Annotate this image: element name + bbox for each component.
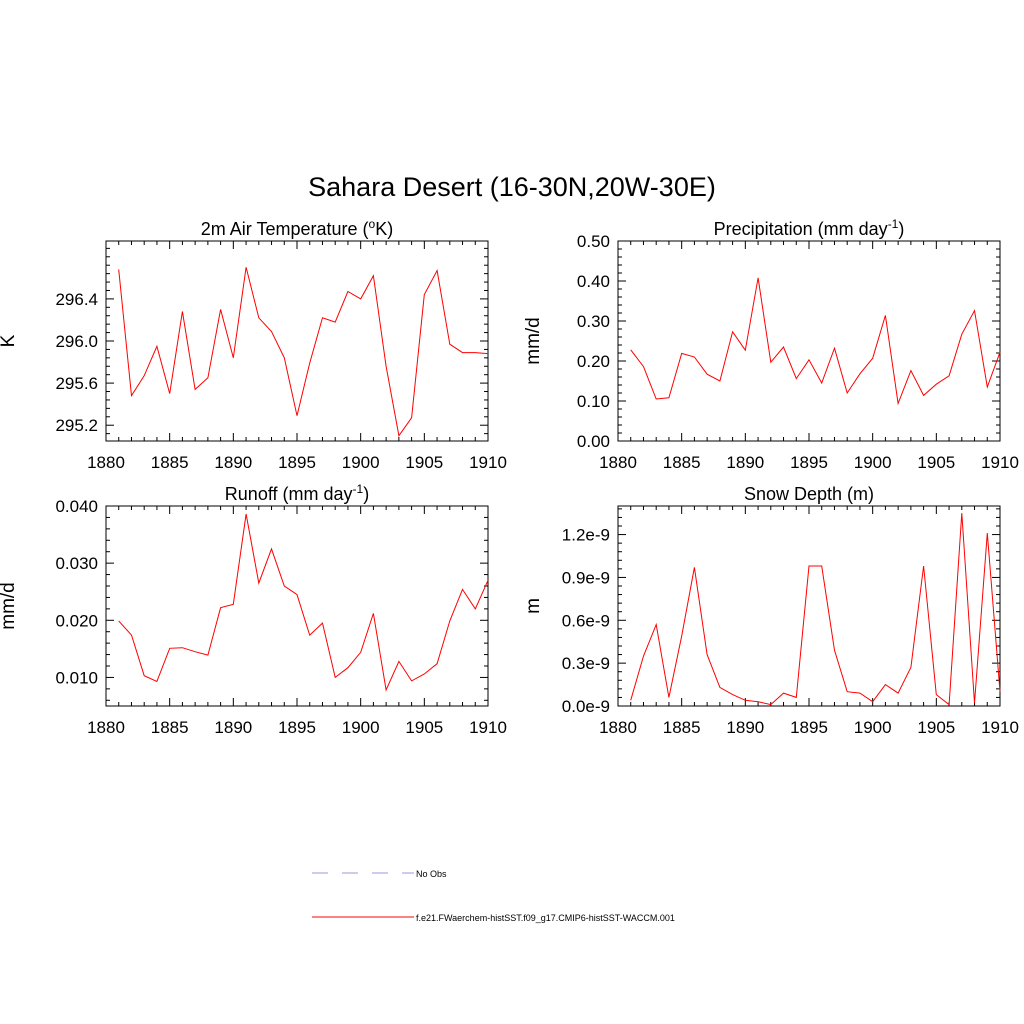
legend-label-no-obs: No Obs [416,869,447,879]
y-tick-label: 0.20 [577,352,610,371]
x-tick-label: 1885 [151,453,189,472]
panel-title-suffix: K) [375,219,393,239]
x-tick-label: 1890 [726,453,764,472]
panel-title: 2m Air Temperature (oK) [201,217,393,239]
panel-runoff: 1880 1885 1890 1895 1900 1905 1910 0.010 0.020 0.… [0,482,507,737]
y-tick-label: 0.0e-9 [562,697,610,716]
x-tick-label: 1895 [278,453,316,472]
x-tick-label: 1905 [917,453,955,472]
plot-frame [617,505,1001,707]
series-line [630,513,1001,706]
x-tick-label: 1880 [599,718,637,737]
plot-frame [105,505,489,707]
plot-frame [105,240,489,442]
x-tick-label: 1905 [405,718,443,737]
x-tick-label: 1895 [278,718,316,737]
y-tick-label: 296.0 [55,332,98,351]
x-tick-label: 1900 [854,453,892,472]
x-tick-label: 1895 [790,453,828,472]
y-tick-label: 0.10 [577,392,610,411]
y-axis-label: mm/d [523,317,544,365]
panel-title-superscript: -1 [888,217,899,231]
legend-label-model: f.e21.FWaerchem-histSST.f09_g17.CMIP6-hi… [416,913,675,923]
x-tick-label: 1885 [663,453,701,472]
y-tick-label: 0.020 [55,611,98,630]
x-tick-label: 1910 [981,718,1019,737]
series-line [630,277,1001,406]
panel-precipitation: 1880 1885 1890 1895 1900 1905 1910 0.00 0.10 0.20… [523,217,1019,472]
y-tick-label: 0.50 [577,232,610,251]
panel-snow-depth: 1880 1885 1890 1895 1900 1905 1910 0.0e-9 0.3e-9… [523,484,1019,737]
x-tick-label: 1910 [981,453,1019,472]
y-tick-label: 1.2e-9 [562,526,610,545]
x-tick-label: 1885 [151,718,189,737]
y-tick-label: 0.030 [55,554,98,573]
y-tick-label: 296.4 [55,290,98,309]
y-tick-label: 0.9e-9 [562,568,610,587]
panel-title-text: Runoff (mm day [225,484,353,504]
panel-air-temperature: 1880 1885 1890 1895 1900 1905 1910 295.2 295.6 29… [0,217,507,472]
x-tick-label: 1880 [87,718,125,737]
x-tick-label: 1905 [405,453,443,472]
y-tick-label: 0.00 [577,432,610,451]
panel-title-text: 2m Air Temperature ( [201,219,369,239]
x-tick-label: 1900 [342,453,380,472]
y-tick-label: 0.040 [55,497,98,516]
x-tick-label: 1890 [726,718,764,737]
y-tick-label: 0.30 [577,312,610,331]
y-axis-label: K [0,334,19,347]
panel-title: Snow Depth (m) [744,484,874,504]
panel-title-text: Precipitation (mm day [714,219,888,239]
y-tick-label: 295.6 [55,374,98,393]
panel-title: Runoff (mm day-1) [225,482,369,504]
x-tick-label: 1910 [469,453,507,472]
x-tick-label: 1905 [917,718,955,737]
y-tick-label: 0.010 [55,668,98,687]
x-tick-label: 1880 [599,453,637,472]
x-tick-label: 1890 [214,718,252,737]
series-line [118,267,489,437]
panel-title-text: Snow Depth (m) [744,484,874,504]
x-tick-label: 1910 [469,718,507,737]
figure-title: Sahara Desert (16-30N,20W-30E) [308,172,716,202]
x-tick-label: 1900 [342,718,380,737]
legend: No Obs f.e21.FWaerchem-histSST.f09_g17.C… [312,869,675,923]
y-axis-label: m [523,598,544,614]
x-tick-label: 1895 [790,718,828,737]
x-tick-label: 1880 [87,453,125,472]
x-tick-label: 1885 [663,718,701,737]
y-tick-label: 0.6e-9 [562,611,610,630]
y-axis-label: mm/d [0,582,19,630]
panel-title: Precipitation (mm day-1) [714,217,905,239]
y-tick-label: 0.40 [577,272,610,291]
x-tick-label: 1900 [854,718,892,737]
x-tick-label: 1890 [214,453,252,472]
series-line [118,513,489,692]
y-tick-label: 295.2 [55,416,98,435]
panel-title-suffix: ) [363,484,369,504]
y-tick-label: 0.3e-9 [562,654,610,673]
panel-title-superscript: o [369,217,376,231]
plot-frame [617,240,1001,442]
panel-title-suffix: ) [898,219,904,239]
panel-title-superscript: -1 [353,482,364,496]
